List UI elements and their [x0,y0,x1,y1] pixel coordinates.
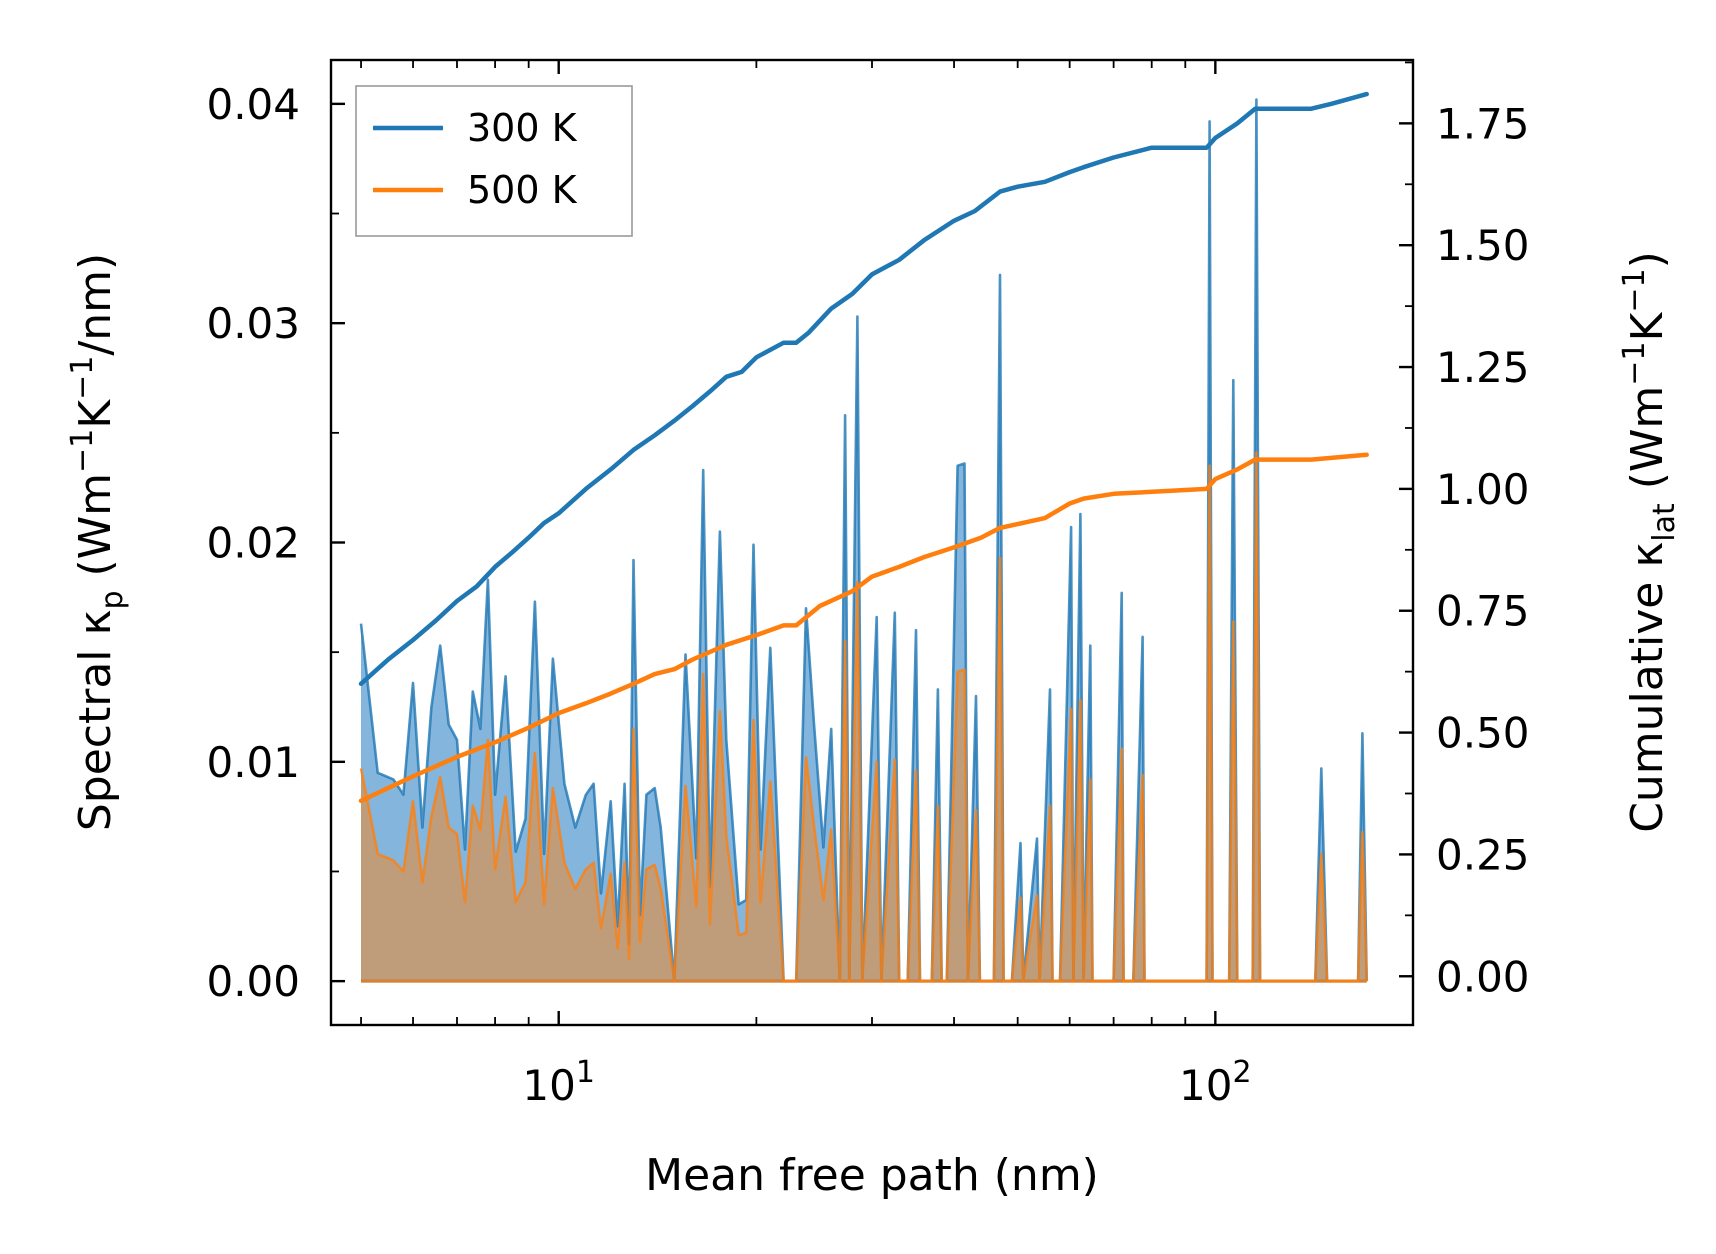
cumulative-lines [358,91,1369,804]
legend: 300 K 500 K [355,85,633,237]
y2-tick-label: 1.50 [1436,221,1530,270]
y-tick-label: 0.02 [206,519,300,568]
y2-tick-label: 0.50 [1436,709,1530,758]
plot-area [358,91,1369,983]
y-axis-label: Spectral κp (Wm−1K−1/nm) [65,253,130,831]
spectral-fill-500k [361,452,1367,982]
cumulative-line-300k [358,91,1369,687]
cumulative-line-500k [358,452,1369,804]
y2-tick-label: 1.25 [1436,343,1530,392]
legend-label-500k: 500 K [467,168,578,212]
spectral-lines [359,98,1368,983]
legend-label-300k: 300 K [467,106,578,150]
y2-tick-label: 0.25 [1436,830,1530,879]
x-tick-label: 102 [1179,1055,1252,1110]
y2-tick-label: 1.00 [1436,465,1530,514]
y2-axis-label: Cumulative κlat (Wm−1K−1) [1617,251,1682,833]
y2-tick-label: 1.75 [1436,99,1530,148]
y-tick-label: 0.01 [206,738,300,787]
axis-tick-labels: 101 102 0.00 0.01 0.02 0.03 0.04 0.00 0.25 0.50 0.… [206,80,1529,1110]
axis-ticks [331,60,1414,1025]
x-axis-label: Mean free path (nm) [645,1150,1099,1201]
y2-tick-label: 0.00 [1436,952,1530,1001]
y-tick-label: 0.00 [206,957,300,1006]
spectral-fills [361,99,1367,982]
y-tick-label: 0.04 [206,80,300,129]
x-tick-label: 101 [522,1055,595,1110]
legend-box [355,85,633,237]
y2-tick-label: 0.75 [1436,587,1530,636]
y-tick-label: 0.03 [206,299,300,348]
